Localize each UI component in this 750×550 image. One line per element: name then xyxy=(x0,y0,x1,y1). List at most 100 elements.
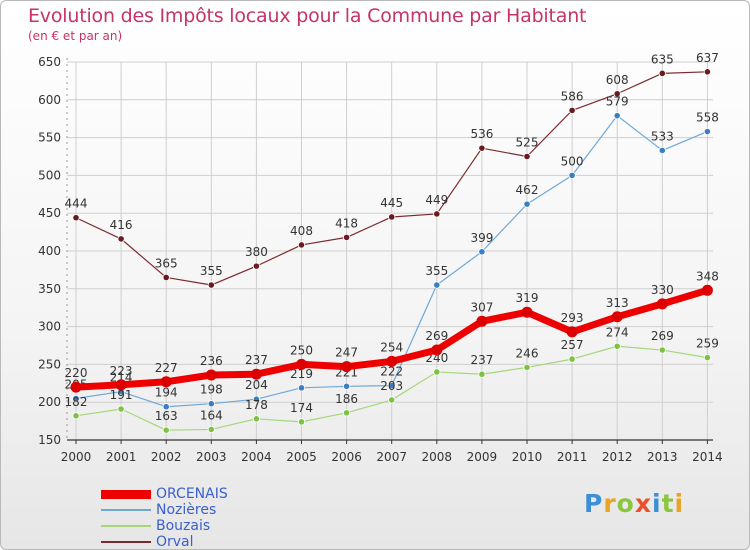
data-label-orval: 418 xyxy=(335,216,358,230)
data-label-orcenais: 293 xyxy=(561,311,584,325)
data-point-nozieres xyxy=(568,171,576,179)
data-point-orval xyxy=(252,262,260,270)
data-point-nozieres xyxy=(72,394,80,403)
legend-swatch-orcenais xyxy=(101,489,151,499)
data-point-bouzais xyxy=(207,425,215,434)
data-label-orval: 635 xyxy=(651,52,674,66)
data-point-bouzais xyxy=(342,409,351,417)
legend-label-nozieres: Nozières xyxy=(156,502,217,518)
data-point-orval xyxy=(162,273,170,282)
legend-swatch-nozieres xyxy=(101,509,151,511)
data-point-orcenais xyxy=(386,355,398,367)
data-label-bouzais: 203 xyxy=(380,379,403,393)
x-tick-label: 2013 xyxy=(647,450,678,464)
data-point-bouzais xyxy=(478,370,486,378)
data-label-orval: 449 xyxy=(425,193,448,207)
data-point-orcenais xyxy=(296,358,307,370)
data-point-orcenais xyxy=(250,368,262,380)
data-point-orcenais xyxy=(701,284,713,296)
data-point-nozieres xyxy=(658,146,666,155)
data-label-bouzais: 246 xyxy=(516,346,539,360)
x-tick-label: 2010 xyxy=(512,450,543,464)
x-tick-label: 2006 xyxy=(331,450,362,464)
data-point-orval xyxy=(117,235,125,243)
legend-label-orcenais: ORCENAIS xyxy=(156,486,228,502)
data-point-orcenais xyxy=(205,369,217,381)
data-label-bouzais: 186 xyxy=(335,392,358,406)
data-point-orval xyxy=(342,233,351,241)
data-point-bouzais xyxy=(523,363,531,372)
data-label-orcenais: 223 xyxy=(110,364,133,378)
data-label-orval: 380 xyxy=(245,245,268,259)
legend-swatch-orval xyxy=(101,541,151,543)
data-label-bouzais: 174 xyxy=(290,401,313,415)
x-tick-label: 2014 xyxy=(692,450,723,464)
data-point-nozieres xyxy=(523,200,531,208)
proxiti-logo: Proxiti xyxy=(584,489,684,518)
x-tick-label: 2000 xyxy=(61,450,92,464)
data-point-orcenais xyxy=(70,381,82,393)
data-point-orval xyxy=(433,210,441,218)
data-label-orcenais: 250 xyxy=(290,343,313,357)
data-point-orcenais xyxy=(431,344,443,356)
data-point-orcenais xyxy=(476,315,488,327)
y-tick-label: 600 xyxy=(38,93,61,107)
data-point-bouzais xyxy=(703,353,712,362)
logo-letter: t xyxy=(661,489,675,518)
data-point-nozieres xyxy=(433,281,441,289)
data-point-bouzais xyxy=(433,368,441,376)
x-tick-label: 2011 xyxy=(557,450,588,464)
x-tick-label: 2005 xyxy=(286,450,317,464)
logo-letter: x xyxy=(634,489,652,518)
data-label-bouzais: 191 xyxy=(110,388,133,402)
data-label-orcenais: 247 xyxy=(335,346,358,360)
x-tick-label: 2001 xyxy=(106,450,137,464)
data-label-orval: 586 xyxy=(561,89,584,103)
data-label-bouzais: 163 xyxy=(155,409,178,423)
data-point-orval xyxy=(297,241,306,249)
legend-label-orval: Orval xyxy=(156,534,194,550)
data-point-orval xyxy=(72,214,80,222)
data-point-orval xyxy=(388,213,396,221)
data-label-bouzais: 274 xyxy=(606,325,629,339)
data-label-orcenais: 254 xyxy=(380,340,403,354)
data-label-orval: 608 xyxy=(606,73,629,87)
data-label-orval: 444 xyxy=(65,197,88,211)
data-label-orcenais: 236 xyxy=(200,354,223,368)
data-point-orval xyxy=(207,281,215,289)
data-label-orval: 416 xyxy=(110,218,133,232)
x-tick-label: 2012 xyxy=(602,450,633,464)
data-label-bouzais: 182 xyxy=(65,395,88,409)
data-point-bouzais xyxy=(162,426,170,434)
data-point-nozieres xyxy=(207,400,215,408)
data-label-bouzais: 259 xyxy=(696,337,719,351)
data-label-orcenais: 307 xyxy=(470,300,493,314)
y-tick-label: 250 xyxy=(38,357,61,371)
data-label-orcenais: 269 xyxy=(425,329,448,343)
data-label-orcenais: 313 xyxy=(606,296,629,310)
data-point-nozieres xyxy=(162,403,170,411)
data-point-orcenais xyxy=(521,306,533,318)
data-label-nozieres: 222 xyxy=(380,365,403,379)
data-point-orval xyxy=(613,90,621,98)
data-point-bouzais xyxy=(658,346,666,354)
data-label-bouzais: 164 xyxy=(200,408,223,422)
data-label-orcenais: 348 xyxy=(696,269,719,283)
chart-title: Evolution des Impôts locaux pour la Comm… xyxy=(28,5,587,27)
data-point-nozieres xyxy=(478,248,486,256)
y-tick-label: 350 xyxy=(38,282,61,296)
data-point-bouzais xyxy=(297,418,306,426)
data-point-bouzais xyxy=(252,415,260,423)
data-point-orval xyxy=(478,144,486,152)
x-tick-label: 2002 xyxy=(151,450,182,464)
data-point-nozieres xyxy=(297,384,306,392)
data-label-bouzais: 178 xyxy=(245,398,268,412)
data-label-orval: 525 xyxy=(516,136,539,150)
data-point-nozieres xyxy=(252,395,260,403)
data-point-orcenais xyxy=(656,298,668,310)
x-tick-label: 2007 xyxy=(376,450,407,464)
data-label-nozieres: 462 xyxy=(516,183,539,197)
data-label-orval: 637 xyxy=(696,51,719,65)
